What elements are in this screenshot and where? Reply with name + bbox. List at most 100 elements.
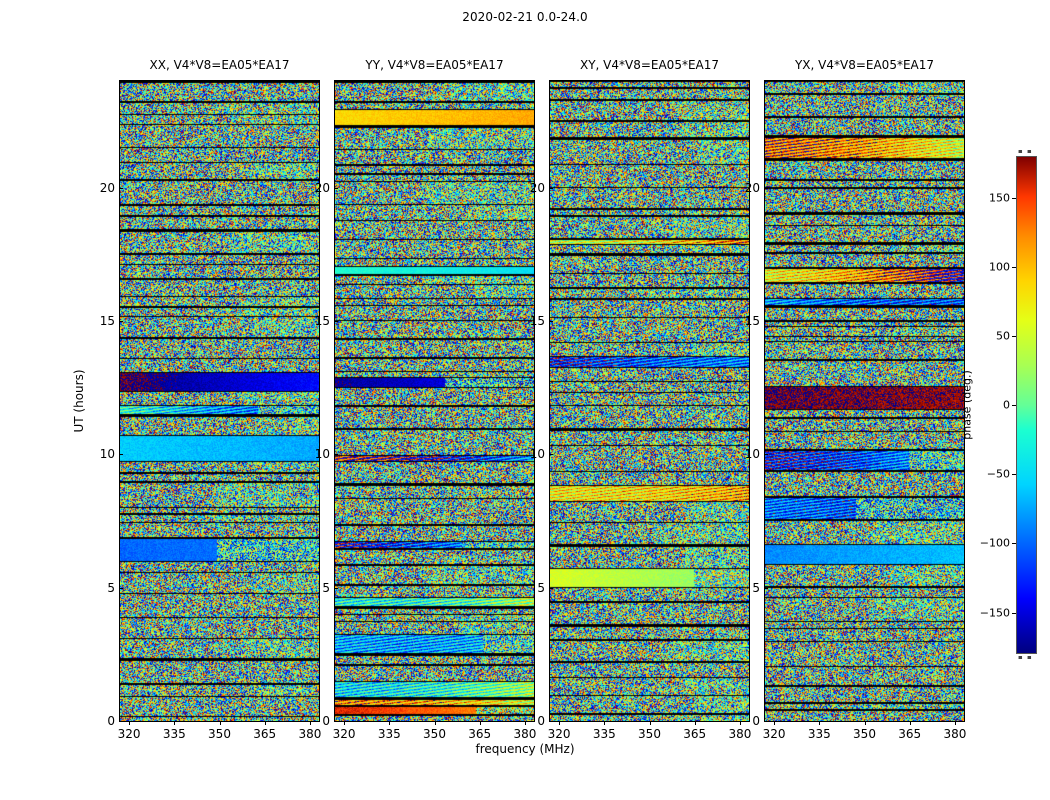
y-tick-label: 15: [529, 314, 545, 328]
x-tick-mark: [604, 721, 605, 725]
y-tick-mark: [334, 188, 338, 189]
y-tick-label: 20: [314, 180, 330, 195]
y-tick-mark: [334, 321, 338, 322]
heatmap-image-xx: [120, 81, 319, 721]
heatmap-image-yx: [765, 81, 964, 721]
x-tick-label: 320: [117, 727, 141, 741]
y-tick-label: 0: [537, 714, 545, 728]
y-tick-label: 0: [107, 714, 115, 728]
x-tick-mark: [955, 721, 956, 725]
y-tick-label: 20: [744, 180, 760, 195]
heatmap-panel-xy[interactable]: [549, 80, 750, 722]
panel-title-yx: YX, V4*V8=EA05*EA17: [794, 58, 935, 72]
x-tick-label: 380: [513, 727, 537, 741]
y-tick-label: 10: [99, 447, 115, 462]
x-tick-label: 335: [377, 727, 401, 741]
y-tick-mark: [764, 321, 768, 322]
x-tick-label: 350: [638, 727, 661, 741]
colorbar-tick-label: 50: [996, 329, 1010, 343]
x-tick-mark: [650, 721, 651, 725]
heatmap-panel-xx[interactable]: [119, 80, 320, 722]
colorbar-tick-mark: [1012, 198, 1016, 199]
y-tick-mark: [549, 721, 553, 722]
y-tick-label: 15: [99, 314, 115, 328]
x-tick-mark: [129, 721, 130, 725]
colorbar-tick-mark: [1012, 405, 1016, 406]
x-axis-label: frequency (MHz): [475, 742, 575, 756]
heatmap-panel-yy[interactable]: [334, 80, 535, 722]
heatmap-panel-yx[interactable]: [764, 80, 965, 722]
colorbar-tick-mark: [1012, 267, 1016, 268]
x-tick-mark: [910, 721, 911, 725]
x-tick-label: 365: [898, 727, 922, 741]
x-tick-label: 320: [762, 727, 786, 741]
y-tick-label: 10: [529, 447, 545, 462]
x-tick-mark: [865, 721, 866, 725]
y-tick-label: 5: [322, 580, 330, 595]
x-tick-mark: [695, 721, 696, 725]
x-tick-label: 380: [298, 727, 322, 741]
colorbar[interactable]: [1016, 156, 1037, 654]
colorbar-tick-mark: [1012, 336, 1016, 337]
colorbar-tick-mark: [1012, 543, 1016, 544]
y-tick-mark: [764, 188, 768, 189]
colorbar-overflow-top: ▪ ▪ ▪ ▪ ▪: [1018, 150, 1035, 153]
x-tick-mark: [174, 721, 175, 725]
x-tick-label: 350: [423, 727, 446, 741]
x-tick-mark: [435, 721, 436, 725]
colorbar-tick-mark: [1012, 474, 1016, 475]
x-tick-mark: [740, 721, 741, 725]
y-tick-mark: [764, 588, 768, 589]
x-tick-mark: [480, 721, 481, 725]
x-tick-mark: [525, 721, 526, 725]
y-tick-label: 15: [744, 314, 760, 328]
y-tick-label: 10: [744, 447, 760, 462]
x-tick-mark: [310, 721, 311, 725]
y-tick-label: 20: [529, 180, 545, 195]
x-tick-label: 320: [332, 727, 356, 741]
x-tick-label: 350: [853, 727, 876, 741]
x-tick-label: 365: [253, 727, 277, 741]
x-tick-label: 335: [592, 727, 616, 741]
y-tick-mark: [764, 721, 768, 722]
heatmap-image-xy: [550, 81, 749, 721]
y-tick-label: 0: [322, 714, 330, 728]
y-tick-label: 5: [537, 580, 545, 595]
y-tick-label: 5: [107, 580, 115, 595]
x-tick-mark: [265, 721, 266, 725]
y-tick-mark: [549, 588, 553, 589]
y-tick-mark: [119, 721, 123, 722]
x-tick-label: 365: [683, 727, 707, 741]
y-tick-mark: [334, 588, 338, 589]
y-tick-label: 15: [314, 314, 330, 328]
y-tick-mark: [549, 321, 553, 322]
y-tick-mark: [119, 588, 123, 589]
x-tick-label: 350: [208, 727, 231, 741]
colorbar-tick-label: −150: [979, 606, 1010, 619]
x-tick-label: 365: [468, 727, 492, 741]
colorbar-gradient: [1017, 157, 1036, 653]
colorbar-tick-label: 100: [989, 260, 1010, 274]
y-tick-mark: [119, 454, 123, 455]
y-tick-mark: [549, 454, 553, 455]
x-tick-label: 335: [162, 727, 186, 741]
y-axis-label: UT (hours): [72, 369, 86, 433]
colorbar-tick-label: 150: [989, 191, 1010, 204]
x-tick-label: 320: [547, 727, 571, 741]
colorbar-tick-mark: [1012, 613, 1016, 614]
colorbar-tick-label: −100: [979, 536, 1010, 550]
panel-title-xx: XX, V4*V8=EA05*EA17: [149, 58, 290, 72]
colorbar-overflow-bottom: ▪ ▪ ▪ ▪ ▪: [1018, 656, 1035, 659]
panel-title-xy: XY, V4*V8=EA05*EA17: [579, 58, 720, 72]
y-tick-mark: [119, 321, 123, 322]
x-tick-mark: [819, 721, 820, 725]
y-tick-label: 5: [752, 580, 760, 595]
x-tick-mark: [774, 721, 775, 725]
x-tick-mark: [389, 721, 390, 725]
y-tick-label: 20: [99, 180, 115, 195]
y-tick-label: 0: [752, 714, 760, 728]
colorbar-tick-label: −50: [986, 467, 1010, 481]
figure-suptitle: 2020-02-21 0.0-24.0: [462, 10, 588, 24]
x-tick-label: 380: [943, 727, 967, 741]
